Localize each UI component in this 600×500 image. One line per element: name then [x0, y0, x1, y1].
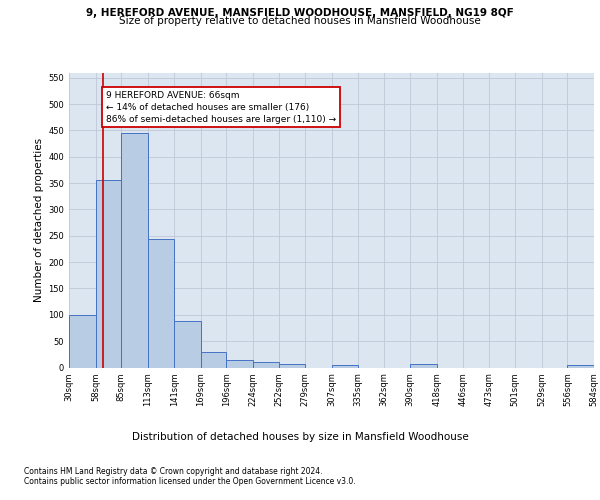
Bar: [568, 365, 594, 368]
Bar: [121, 133, 148, 368]
Bar: [280, 364, 305, 368]
Bar: [95, 180, 121, 368]
Text: Size of property relative to detached houses in Mansfield Woodhouse: Size of property relative to detached ho…: [119, 16, 481, 26]
Bar: [410, 364, 437, 368]
Text: Contains public sector information licensed under the Open Government Licence v3: Contains public sector information licen…: [24, 477, 356, 486]
Bar: [174, 321, 201, 368]
Bar: [253, 362, 280, 368]
Bar: [201, 352, 226, 368]
Bar: [69, 315, 95, 368]
Text: 9, HEREFORD AVENUE, MANSFIELD WOODHOUSE, MANSFIELD, NG19 8QF: 9, HEREFORD AVENUE, MANSFIELD WOODHOUSE,…: [86, 8, 514, 18]
Bar: [226, 360, 253, 368]
Text: Distribution of detached houses by size in Mansfield Woodhouse: Distribution of detached houses by size …: [131, 432, 469, 442]
Bar: [148, 240, 174, 368]
Text: 9 HEREFORD AVENUE: 66sqm
← 14% of detached houses are smaller (176)
86% of semi-: 9 HEREFORD AVENUE: 66sqm ← 14% of detach…: [106, 91, 336, 124]
Y-axis label: Number of detached properties: Number of detached properties: [34, 138, 44, 302]
Text: Contains HM Land Registry data © Crown copyright and database right 2024.: Contains HM Land Registry data © Crown c…: [24, 467, 323, 476]
Bar: [331, 365, 358, 368]
